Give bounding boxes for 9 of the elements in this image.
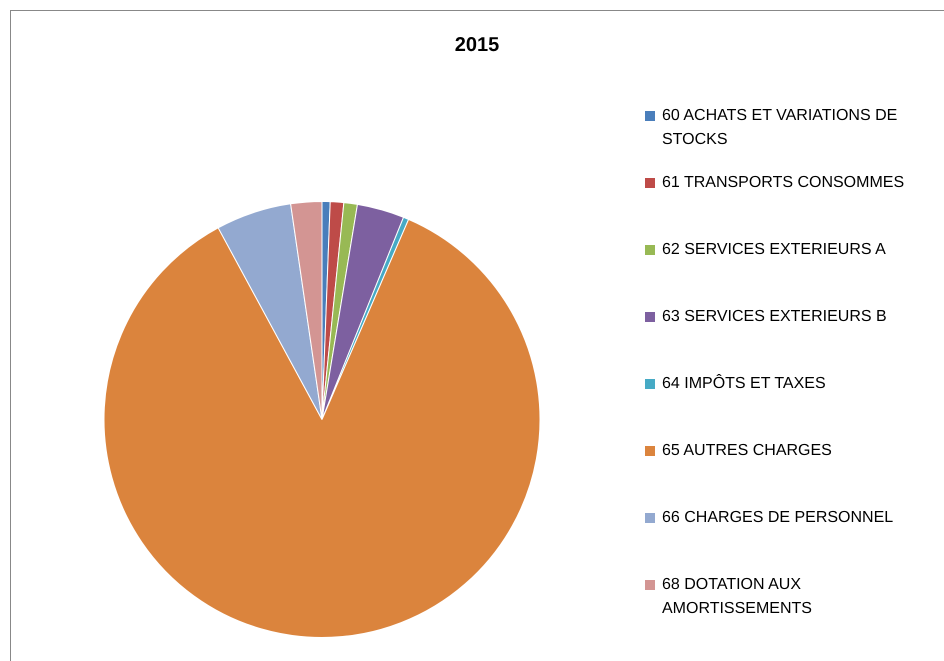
legend-label: 63 SERVICES EXTERIEURS B: [662, 308, 887, 325]
legend-label: 64 IMPÔTS ET TAXES: [662, 375, 826, 392]
legend-label: 68 DOTATION AUX AMORTISSEMENTS: [662, 576, 812, 617]
legend-label: 65 AUTRES CHARGES: [662, 442, 832, 459]
legend-label: 62 SERVICES EXTERIEURS A: [662, 241, 886, 258]
legend-label: 60 ACHATS ET VARIATIONS DE STOCKS: [662, 107, 898, 148]
legend-label: 66 CHARGES DE PERSONNEL: [662, 509, 894, 526]
legend-label: 61 TRANSPORTS CONSOMMES: [662, 174, 904, 191]
chart-title: 2015: [454, 34, 500, 57]
